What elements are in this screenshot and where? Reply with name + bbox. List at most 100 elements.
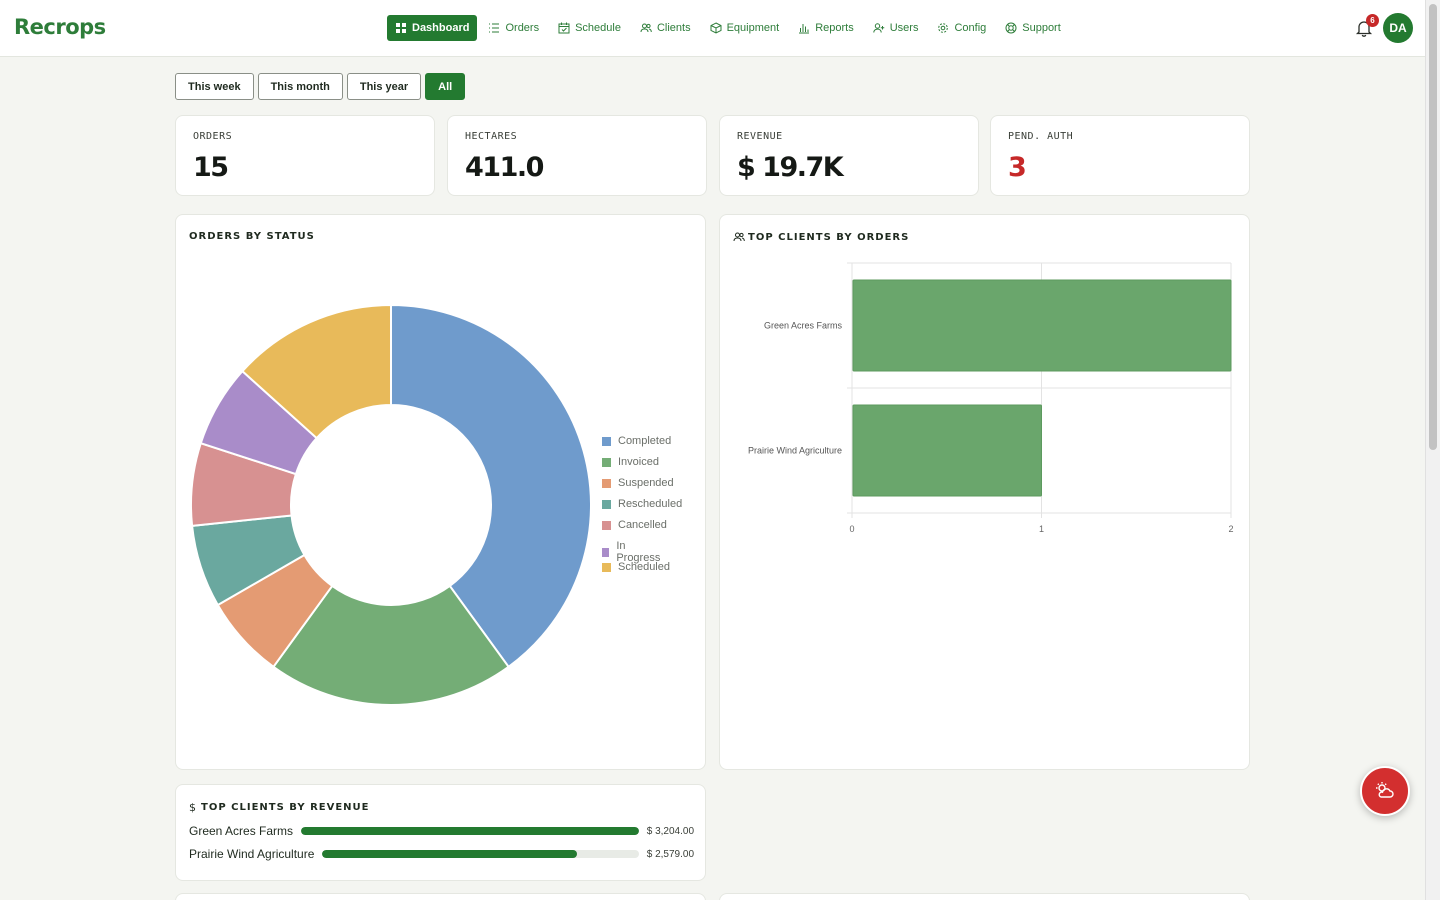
legend-swatch (602, 457, 611, 467)
x-tick-label: 0 (849, 524, 854, 534)
legend-item[interactable]: Suspended (602, 477, 674, 489)
date-range-filters: This week This month This year All (175, 73, 469, 100)
revenue-amount: $ 2,579.00 (646, 848, 694, 860)
revenue-bar-track (301, 827, 639, 835)
kpi-card-pending-auth: PEND. AUTH 3 (990, 115, 1250, 196)
client-name: Prairie Wind Agriculture (189, 847, 315, 861)
nav-users[interactable]: Users (865, 15, 927, 41)
legend-label: Invoiced (618, 456, 659, 468)
legend-swatch (602, 478, 611, 488)
users-icon (640, 23, 652, 33)
x-tick-label: 1 (1039, 524, 1044, 534)
nav-dashboard[interactable]: Dashboard (387, 15, 478, 41)
top-clients-revenue-panel: $ TOP CLIENTS BY REVENUE Green Acres Far… (175, 784, 706, 881)
main-nav: Dashboard Orders Schedule Clients Equipm… (387, 15, 1072, 41)
nav-clients[interactable]: Clients (632, 15, 699, 41)
bar-prairie-wind-agriculture[interactable] (852, 404, 1042, 497)
app-logo[interactable]: Recrops (14, 15, 106, 39)
kpi-value: 411.0 (465, 152, 544, 183)
bar-chart-icon (799, 24, 810, 34)
filter-this-year[interactable]: This year (346, 73, 422, 100)
y-tick-label: Green Acres Farms (764, 321, 843, 331)
donut-slice-invoiced[interactable] (272, 584, 510, 706)
legend-swatch (602, 436, 611, 446)
kpi-value: 15 (193, 152, 229, 183)
avatar[interactable]: DA (1383, 13, 1413, 43)
lifebuoy-icon (1005, 22, 1017, 34)
legend-item[interactable]: In Progress (602, 540, 662, 564)
bar-green-acres-farms[interactable] (852, 279, 1232, 372)
legend-swatch (602, 499, 611, 509)
page-scrollbar[interactable] (1425, 0, 1440, 900)
top-navbar: Recrops Dashboard Orders Schedule Client… (0, 0, 1425, 57)
nav-label: Clients (656, 22, 691, 34)
legend-label: In Progress (616, 540, 661, 564)
nav-support[interactable]: Support (997, 15, 1069, 41)
kpi-card-revenue: REVENUE $ 19.7K (719, 115, 979, 196)
nav-equipment[interactable]: Equipment (702, 15, 788, 41)
package-icon (710, 22, 722, 34)
legend-item[interactable]: Rescheduled (602, 498, 682, 510)
nav-reports[interactable]: Reports (790, 15, 862, 41)
legend-item[interactable]: Invoiced (602, 456, 659, 468)
panel-title-text: TOP CLIENTS BY REVENUE (201, 802, 370, 813)
kpi-value: $ 19.7K (737, 152, 844, 183)
revenue-bar-track (322, 850, 639, 858)
nav-label: Reports (815, 22, 854, 34)
nav-label: Users (889, 22, 919, 34)
kpi-label: HECTARES (465, 131, 518, 142)
kpi-card-hectares: HECTARES 411.0 (447, 115, 707, 196)
nav-orders[interactable]: Orders (480, 15, 547, 41)
gear-icon (938, 23, 949, 33)
orders-donut-chart (190, 303, 592, 706)
legend-swatch (602, 520, 611, 530)
notification-badge: 6 (1366, 14, 1379, 27)
client-name: Green Acres Farms (189, 824, 294, 838)
donut-slice-scheduled[interactable] (240, 303, 392, 440)
lower-panel-right (719, 893, 1250, 900)
legend-swatch (602, 547, 610, 557)
nav-label: Orders (505, 22, 540, 34)
legend-item[interactable]: Scheduled (602, 561, 670, 573)
revenue-bar-fill (322, 850, 578, 858)
nav-label: Dashboard (412, 22, 470, 34)
kpi-label: ORDERS (193, 131, 233, 142)
nav-label: Support (1022, 22, 1061, 34)
panel-title: TOP CLIENTS BY ORDERS (733, 231, 909, 243)
user-plus-icon (873, 23, 884, 33)
legend-label: Suspended (618, 477, 674, 489)
revenue-row: Prairie Wind Agriculture $ 2,579.00 (189, 845, 694, 863)
panel-title: $ TOP CLIENTS BY REVENUE (189, 801, 370, 814)
legend-label: Rescheduled (618, 498, 683, 510)
orders-by-status-panel: ORDERS BY STATUS Completed Invoiced Suspen… (175, 214, 706, 770)
panel-title-text: TOP CLIENTS BY ORDERS (748, 231, 910, 243)
revenue-row: Green Acres Farms $ 3,204.00 (189, 822, 694, 840)
legend-item[interactable]: Completed (602, 435, 671, 447)
top-clients-orders-panel: TOP CLIENTS BY ORDERS 0 1 2 Green Acres Far… (719, 214, 1250, 770)
scrollbar-thumb[interactable] (1429, 4, 1437, 450)
filter-all[interactable]: All (425, 73, 466, 100)
revenue-bar-fill (301, 827, 639, 835)
nav-config[interactable]: Config (929, 15, 994, 41)
legend-swatch (602, 562, 611, 572)
legend-item[interactable]: Cancelled (602, 519, 667, 531)
assistant-fab-button[interactable] (1360, 766, 1410, 816)
nav-schedule[interactable]: Schedule (550, 15, 629, 41)
filter-this-week[interactable]: This week (175, 73, 254, 100)
y-tick-label: Prairie Wind Agriculture (748, 446, 842, 456)
lower-panel-left (175, 893, 706, 900)
calendar-icon (558, 22, 570, 34)
legend-label: Cancelled (618, 519, 667, 531)
panel-title: ORDERS BY STATUS (189, 231, 315, 242)
kpi-value: 3 (1008, 152, 1027, 183)
kpi-card-orders: ORDERS 15 (175, 115, 435, 196)
nav-label: Schedule (575, 22, 621, 34)
x-tick-label: 2 (1228, 524, 1233, 534)
filter-this-month[interactable]: This month (257, 73, 343, 100)
donut-slice-completed[interactable] (390, 303, 592, 669)
revenue-amount: $ 3,204.00 (646, 825, 694, 837)
top-clients-bar-chart: 0 1 2 Green Acres Farms Prairie Wind Agricul… (748, 262, 1234, 534)
grid-icon (396, 23, 406, 33)
list-icon (489, 23, 500, 33)
users-icon (733, 232, 745, 242)
